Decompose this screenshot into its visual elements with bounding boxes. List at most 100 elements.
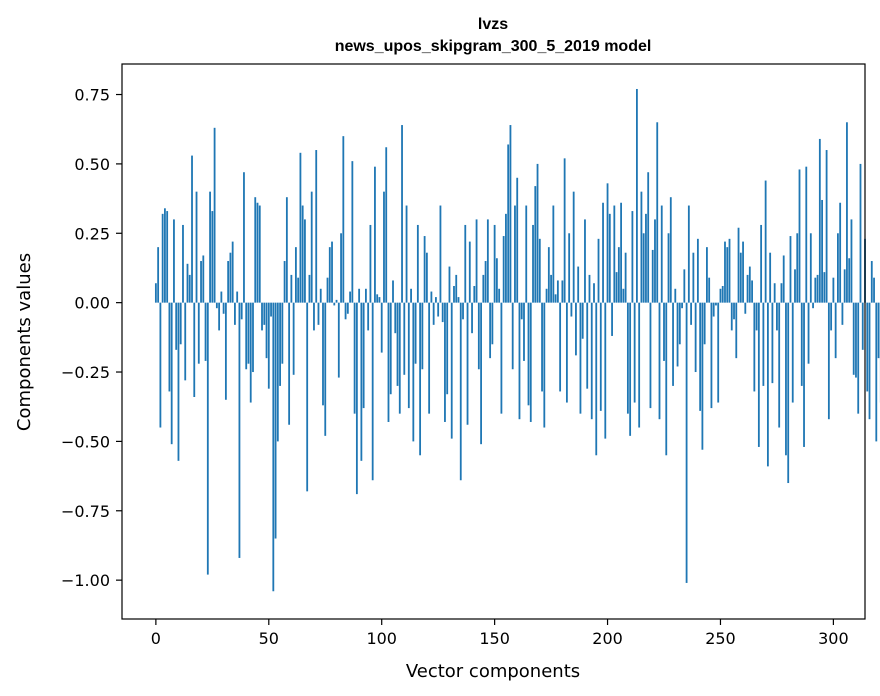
bar-180 [561, 280, 564, 303]
bar-37 [238, 302, 241, 558]
bar-63 [297, 277, 300, 303]
bar-30 [222, 302, 225, 314]
bar-120 [425, 252, 428, 303]
x-axis-ticks: 0 50 100 150 200 250 300 [151, 619, 849, 648]
bar-196 [597, 238, 600, 303]
bar-195 [595, 302, 598, 456]
bar-242 [701, 302, 704, 450]
bar-298 [827, 302, 830, 420]
bar-29 [220, 291, 223, 303]
bar-236 [687, 205, 690, 303]
bar-9 [175, 302, 178, 350]
bar-311 [857, 302, 860, 414]
bar-304 [841, 302, 844, 325]
bar-32 [227, 261, 230, 303]
bar-68 [308, 274, 311, 303]
bar-219 [649, 302, 652, 409]
bar-130 [448, 266, 451, 303]
bar-217 [645, 213, 647, 303]
bar-280 [787, 302, 790, 484]
bar-50 [267, 302, 270, 389]
bar-226 [665, 302, 668, 456]
bar-71 [315, 150, 318, 303]
bar-301 [834, 302, 837, 359]
bar-258 [737, 227, 740, 303]
bar-248 [715, 302, 717, 306]
bar-131 [450, 302, 453, 439]
bar-294 [818, 138, 821, 303]
bar-318 [873, 277, 875, 303]
y-axis-ticks: 0.75 0.50 0.25 0.00 −0.25 −0.50 −0.75 −1.00 [61, 86, 122, 590]
bar-115 [414, 302, 417, 364]
bar-316 [868, 302, 871, 420]
x-tick-label: 300 [818, 629, 849, 648]
bar-167 [532, 224, 534, 303]
bar-223 [658, 302, 661, 420]
bar-18 [195, 191, 198, 303]
bar-176 [552, 205, 555, 303]
bar-313 [861, 302, 864, 350]
bar-98 [376, 294, 379, 303]
bar-87 [351, 161, 354, 303]
bar-152 [498, 288, 501, 303]
bar-199 [604, 302, 607, 439]
bar-139 [468, 241, 471, 303]
bar-230 [674, 288, 677, 303]
bar-65 [301, 205, 304, 303]
bar-151 [495, 258, 498, 303]
bar-17 [193, 302, 196, 397]
bar-168 [534, 186, 537, 303]
bar-138 [466, 302, 469, 425]
bar-27 [215, 302, 218, 309]
bar-40 [245, 302, 248, 370]
bar-105 [392, 280, 394, 303]
bar-185 [572, 191, 575, 303]
bar-99 [378, 297, 381, 303]
bar-84 [344, 302, 347, 320]
bar-241 [699, 302, 702, 411]
bar-49 [265, 302, 268, 359]
bar-22 [204, 302, 207, 361]
bar-104 [389, 302, 392, 395]
bar-106 [394, 302, 397, 334]
bar-34 [231, 241, 234, 303]
bar-126 [439, 205, 442, 303]
bar-172 [543, 302, 546, 428]
bar-218 [647, 172, 650, 303]
bar-211 [631, 211, 634, 303]
bar-125 [437, 302, 440, 317]
bar-21 [202, 255, 205, 303]
bar-229 [672, 302, 674, 386]
bar-266 [755, 302, 758, 331]
bar-41 [247, 302, 250, 364]
bar-264 [751, 280, 753, 303]
bar-255 [730, 302, 733, 331]
bar-73 [319, 288, 322, 303]
bar-124 [435, 297, 437, 303]
bar-207 [622, 288, 625, 303]
bar-261 [744, 302, 747, 314]
bar-56 [281, 302, 284, 364]
bar-72 [317, 302, 320, 325]
bar-216 [642, 233, 645, 303]
bar-254 [728, 238, 731, 303]
bar-276 [778, 302, 781, 428]
bar-279 [785, 302, 787, 456]
bar-81 [337, 302, 340, 378]
bar-271 [766, 302, 769, 467]
bar-221 [654, 219, 656, 303]
bar-78 [331, 241, 333, 303]
bar-267 [757, 302, 760, 447]
x-tick-label: 50 [259, 629, 279, 648]
y-axis-label: Components values [14, 253, 35, 431]
bar-74 [322, 302, 324, 406]
bar-144 [480, 302, 482, 445]
bar-116 [416, 224, 419, 303]
bar-42 [249, 302, 252, 403]
bar-232 [678, 302, 681, 345]
bar-183 [568, 233, 571, 303]
bar-303 [839, 202, 842, 303]
bar-60 [290, 274, 293, 303]
bar-277 [780, 283, 783, 303]
